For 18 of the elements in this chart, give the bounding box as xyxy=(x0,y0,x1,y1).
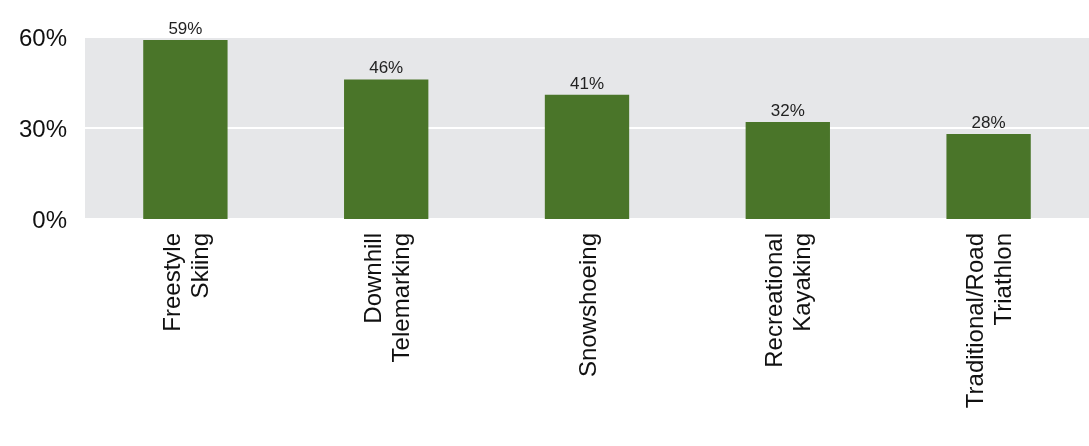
bar xyxy=(544,94,630,219)
bar xyxy=(344,79,429,219)
y-tick-label: 0% xyxy=(32,205,67,233)
x-tick-label: Freestyle Skiing xyxy=(157,233,213,332)
data-label: 41% xyxy=(569,73,605,93)
data-label: 32% xyxy=(770,100,805,120)
bar xyxy=(143,40,228,219)
data-label: 59% xyxy=(168,19,203,39)
y-tick-label: 60% xyxy=(18,23,67,51)
x-tick-label: Snowshoeing xyxy=(573,233,601,378)
bar xyxy=(745,121,830,219)
bar xyxy=(946,134,1031,219)
y-tick-label: 30% xyxy=(18,114,67,142)
x-tick-label: Recreational Kayaking xyxy=(760,233,816,368)
data-label: 28% xyxy=(971,113,1006,133)
data-label: 46% xyxy=(369,58,404,78)
x-tick-label: Downhill Telemarking xyxy=(358,233,414,363)
x-tick-label: Traditional/Road Triathlon xyxy=(961,233,1017,409)
